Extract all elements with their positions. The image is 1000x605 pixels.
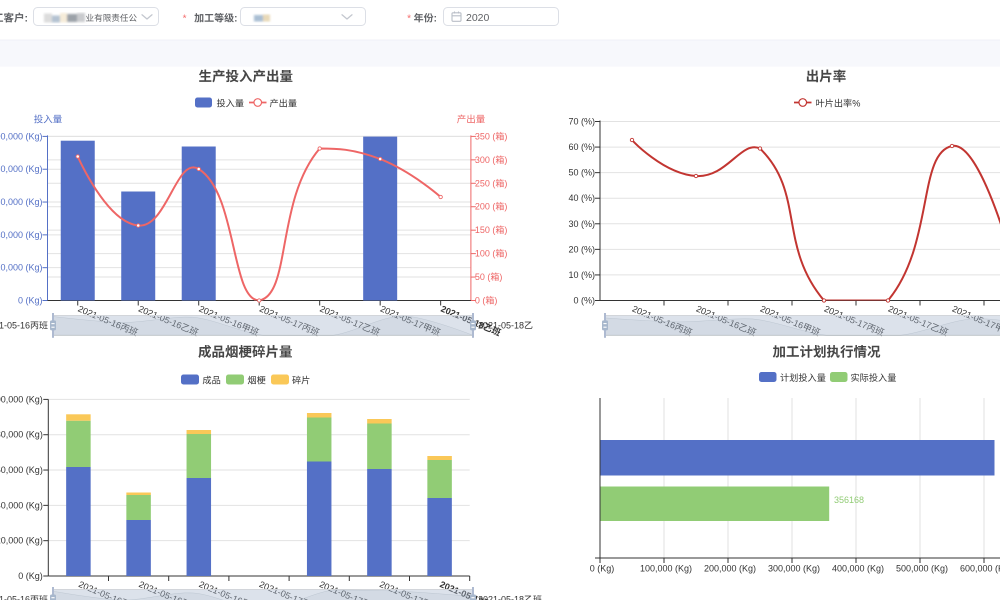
svg-text:成品: 成品 bbox=[202, 376, 220, 386]
svg-text:40,000 (Kg): 40,000 (Kg) bbox=[0, 230, 43, 240]
svg-text:0 (%): 0 (%) bbox=[573, 296, 595, 306]
svg-text:出片率: 出片率 bbox=[806, 69, 847, 84]
svg-text:加工客户:: 加工客户: bbox=[0, 12, 28, 25]
svg-text:2021-05-18乙班: 2021-05-18乙班 bbox=[478, 321, 542, 331]
svg-text:年份:: 年份: bbox=[414, 13, 437, 25]
svg-text:100,000 (Kg): 100,000 (Kg) bbox=[640, 564, 692, 574]
svg-text:2020: 2020 bbox=[466, 12, 490, 24]
svg-text:20 (%): 20 (%) bbox=[568, 244, 595, 254]
svg-text:70 (%): 70 (%) bbox=[568, 117, 595, 127]
svg-text:30 (%): 30 (%) bbox=[568, 219, 595, 229]
svg-text:加工等级:: 加工等级: bbox=[194, 13, 237, 25]
svg-text:356168: 356168 bbox=[834, 495, 864, 505]
svg-text:60,000 (Kg): 60,000 (Kg) bbox=[0, 197, 43, 207]
svg-text:20,000 (Kg): 20,000 (Kg) bbox=[0, 263, 43, 273]
svg-text:60 (%): 60 (%) bbox=[568, 142, 595, 152]
svg-text:0 (箱): 0 (箱) bbox=[475, 296, 498, 306]
svg-text:计划投入量: 计划投入量 bbox=[780, 373, 826, 383]
svg-text:0 (Kg): 0 (Kg) bbox=[18, 296, 43, 306]
svg-text:80,000 (Kg): 80,000 (Kg) bbox=[0, 164, 43, 174]
svg-text:实际投入量: 实际投入量 bbox=[851, 373, 897, 383]
svg-text:20,000 (Kg): 20,000 (Kg) bbox=[0, 536, 43, 546]
svg-text:2021-05-16丙班: 2021-05-16丙班 bbox=[0, 321, 48, 331]
svg-text:300 (箱): 300 (箱) bbox=[475, 155, 508, 165]
svg-text:200,000 (Kg): 200,000 (Kg) bbox=[704, 564, 756, 574]
svg-text:*: * bbox=[183, 14, 187, 25]
svg-text:150 (箱): 150 (箱) bbox=[475, 225, 508, 235]
svg-text:350 (箱): 350 (箱) bbox=[475, 131, 508, 141]
svg-text:100,000 (Kg): 100,000 (Kg) bbox=[0, 394, 43, 404]
svg-text:2021-05-18乙班: 2021-05-18乙班 bbox=[478, 595, 542, 600]
svg-text:0 (Kg): 0 (Kg) bbox=[18, 571, 43, 581]
svg-text:200 (箱): 200 (箱) bbox=[475, 202, 508, 212]
svg-text:10 (%): 10 (%) bbox=[568, 270, 595, 280]
svg-text:600,000 (Kg): 600,000 (Kg) bbox=[960, 564, 1000, 574]
svg-text:产出量: 产出量 bbox=[270, 99, 298, 109]
svg-text:100,000 (Kg): 100,000 (Kg) bbox=[0, 131, 43, 141]
svg-text:60,000 (Kg): 60,000 (Kg) bbox=[0, 465, 43, 475]
svg-text:*: * bbox=[407, 14, 411, 25]
svg-text:40 (%): 40 (%) bbox=[568, 193, 595, 203]
svg-text:加工计划执行情况: 加工计划执行情况 bbox=[773, 345, 881, 360]
svg-text:100 (箱): 100 (箱) bbox=[475, 249, 508, 259]
svg-text:250 (箱): 250 (箱) bbox=[475, 178, 508, 188]
svg-text:烟梗: 烟梗 bbox=[247, 376, 265, 386]
svg-text:2021-05-16丙班: 2021-05-16丙班 bbox=[0, 595, 48, 600]
svg-text:业有限责任公: 业有限责任公 bbox=[86, 13, 138, 23]
svg-text:80,000 (Kg): 80,000 (Kg) bbox=[0, 430, 43, 440]
svg-text:300,000 (Kg): 300,000 (Kg) bbox=[768, 564, 820, 574]
svg-text:400,000 (Kg): 400,000 (Kg) bbox=[832, 564, 884, 574]
svg-text:叶片出率%: 叶片出率% bbox=[816, 99, 861, 109]
svg-text:500,000 (Kg): 500,000 (Kg) bbox=[896, 564, 948, 574]
svg-text:成品烟梗碎片量: 成品烟梗碎片量 bbox=[198, 345, 293, 360]
svg-text:碎片: 碎片 bbox=[292, 376, 310, 386]
svg-text:50 (箱): 50 (箱) bbox=[475, 272, 503, 282]
svg-text:投入量: 投入量 bbox=[34, 115, 63, 126]
svg-text:50 (%): 50 (%) bbox=[568, 168, 595, 178]
svg-text:40,000 (Kg): 40,000 (Kg) bbox=[0, 500, 43, 510]
svg-text:产出量: 产出量 bbox=[457, 115, 486, 126]
svg-text:投入量: 投入量 bbox=[217, 99, 245, 109]
svg-text:0 (Kg): 0 (Kg) bbox=[590, 564, 615, 574]
svg-text:生产投入产出量: 生产投入产出量 bbox=[199, 69, 294, 84]
